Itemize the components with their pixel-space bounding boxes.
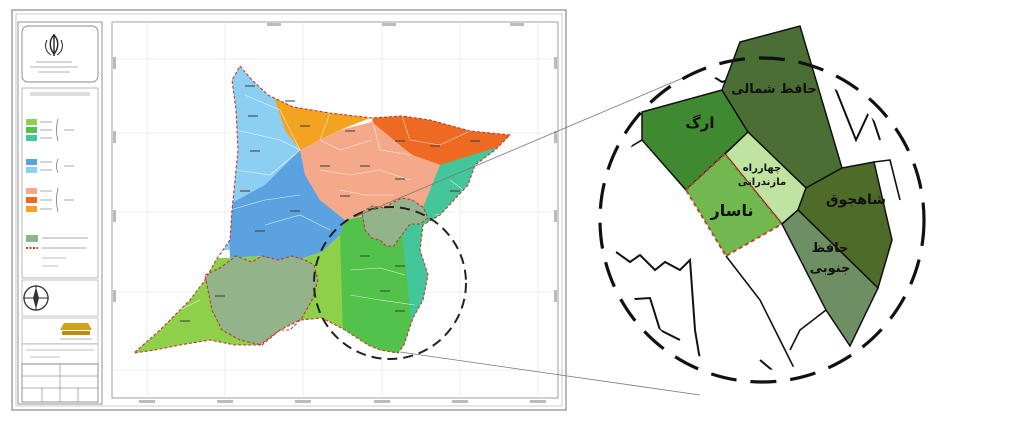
legend-box bbox=[21, 87, 99, 279]
zone-label-chaharrah-line2: مازندرانی bbox=[738, 177, 786, 188]
callout-lines bbox=[354, 74, 701, 396]
scale-box bbox=[21, 343, 99, 365]
publisher-box bbox=[21, 317, 99, 345]
publisher-logo-icon bbox=[60, 323, 92, 340]
historic-core-west bbox=[205, 256, 318, 345]
historic-core-east bbox=[362, 198, 428, 246]
legend-swatch bbox=[26, 197, 37, 203]
zoom-view: ارگ حافظ شمالی چهارراه مازندرانی ناسار ش… bbox=[598, 25, 926, 384]
north-arrow-icon bbox=[21, 279, 99, 317]
legend-swatch bbox=[26, 235, 38, 242]
zone-label-hafez-jonoubi-line1: حافظ bbox=[812, 241, 849, 256]
legend-group-3 bbox=[26, 187, 74, 213]
legend-swatch bbox=[26, 159, 37, 165]
legend-swatch bbox=[26, 206, 37, 212]
legend-group-4 bbox=[26, 235, 88, 267]
region-blue bbox=[228, 150, 345, 262]
focus-circle-large bbox=[598, 56, 926, 384]
zone-label-hafez-jonoubi-line2: جنوبی bbox=[810, 261, 851, 276]
zone-label-shahjough: شاهجوق bbox=[826, 192, 886, 208]
legend-swatch bbox=[26, 135, 37, 141]
focus-circle-small bbox=[313, 206, 467, 360]
zone-label-nasar: ناسار bbox=[710, 201, 754, 220]
title-block-table bbox=[21, 363, 99, 403]
district-label-markers bbox=[180, 85, 480, 322]
grid-tick-labels bbox=[113, 23, 557, 403]
legend-swatch bbox=[26, 119, 37, 125]
legend-swatch bbox=[26, 167, 37, 173]
legend-group-1 bbox=[26, 118, 74, 142]
emblem-icon bbox=[45, 34, 63, 56]
legend-group-2 bbox=[26, 158, 74, 174]
legend-swatch bbox=[26, 188, 37, 194]
legend-panel bbox=[17, 21, 103, 405]
zone-label-chaharrah-line1: چهارراه bbox=[743, 163, 781, 174]
emblem-box bbox=[21, 25, 99, 83]
zone-label-arg: ارگ bbox=[685, 114, 714, 132]
zone-label-hafez-shomali: حافظ شمالی bbox=[731, 82, 817, 97]
legend-swatch bbox=[26, 127, 37, 133]
zone-hafez-jonoubi bbox=[781, 208, 879, 348]
